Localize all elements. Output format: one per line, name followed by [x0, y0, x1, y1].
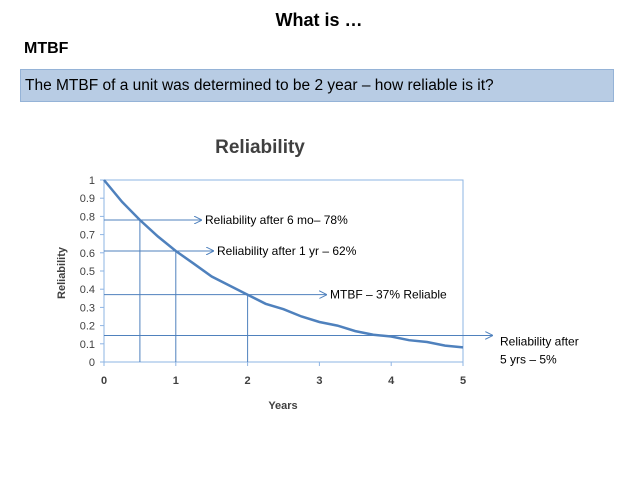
y-tick-label: 0.2	[80, 321, 95, 333]
slide-title: What is …	[275, 10, 363, 30]
y-tick-label: 0	[89, 357, 95, 369]
y-tick-label: 0.8	[80, 211, 95, 223]
y-axis-label: Reliability	[56, 246, 68, 299]
x-tick-label: 0	[101, 375, 107, 387]
section-label: MTBF	[24, 40, 69, 57]
y-tick-label: 0.5	[80, 266, 95, 278]
annotation-label: MTBF – 37% Reliable	[330, 288, 447, 302]
x-tick-label: 4	[388, 375, 395, 387]
annotation-label: 5 yrs – 5%	[500, 352, 557, 366]
annotation-label: Reliability after	[500, 334, 579, 348]
x-tick-label: 5	[460, 375, 466, 387]
y-tick-label: 0.9	[80, 193, 95, 205]
plot-area-frame	[103, 179, 464, 363]
x-axis-label: Years	[268, 400, 297, 410]
y-tick-label: 0.1	[80, 339, 95, 351]
question-banner: The MTBF of a unit was determined to be …	[20, 69, 614, 102]
annotation-label: Reliability after 1 yr – 62%	[217, 244, 357, 258]
y-tick-label: 0.6	[80, 248, 95, 260]
x-tick-label: 2	[245, 375, 251, 387]
reliability-curve	[103, 179, 464, 349]
y-tick-label: 1	[89, 175, 95, 187]
x-tick-label: 3	[316, 375, 322, 387]
chart-title: Reliability	[215, 137, 305, 158]
annotation-label: Reliability after 6 mo– 78%	[205, 213, 348, 227]
y-tick-label: 0.3	[80, 302, 95, 314]
y-tick-label: 0.4	[80, 284, 95, 296]
reliability-chart: Reliability 0 0.1 0.2 0.3 0.4 0.5 0.6 0.7 0.8 0.9…	[56, 137, 579, 410]
x-tick-label: 1	[173, 375, 179, 387]
y-tick-label: 0.7	[80, 230, 95, 242]
